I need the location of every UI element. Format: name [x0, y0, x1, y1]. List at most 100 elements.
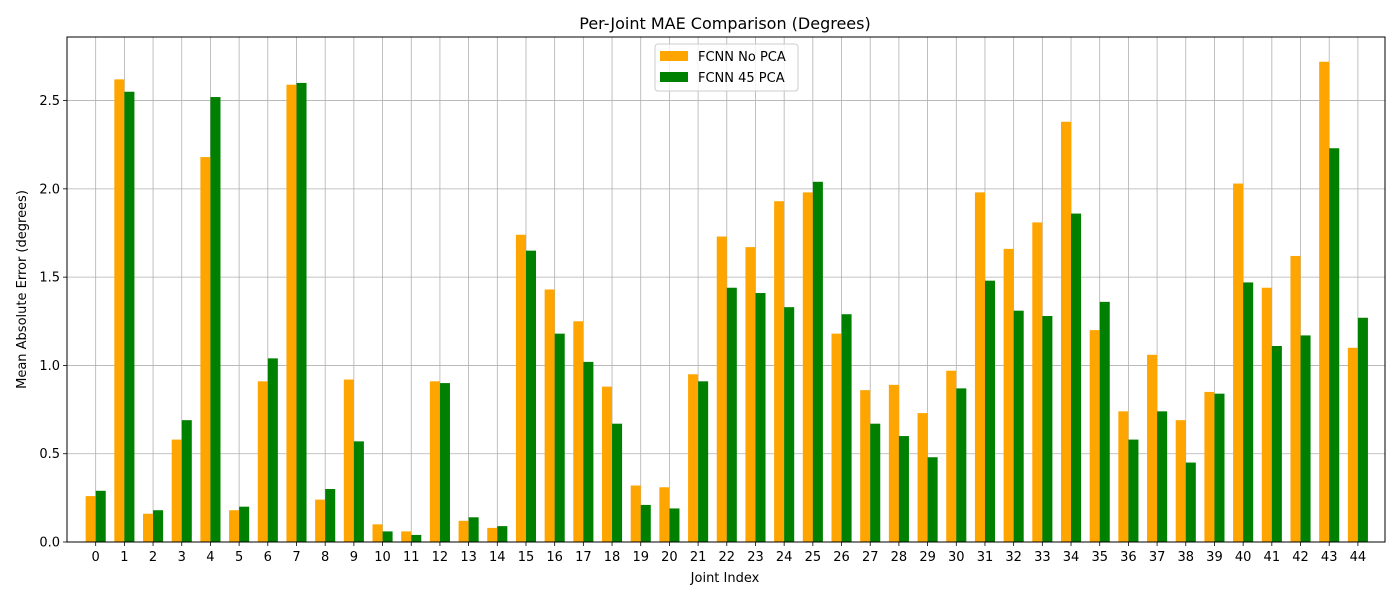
x-tick-label: 14	[489, 550, 506, 565]
x-tick-label: 39	[1206, 550, 1223, 565]
bar-fcnn-45-pca-joint-29	[927, 457, 938, 542]
bar-fcnn-45-pca-joint-42	[1300, 335, 1311, 542]
bar-fcnn-no-pca-joint-4	[200, 157, 211, 542]
bar-fcnn-no-pca-joint-20	[659, 487, 670, 542]
x-tick-label: 25	[805, 550, 822, 565]
x-tick-label: 0	[92, 550, 100, 565]
bar-fcnn-no-pca-joint-0	[85, 496, 96, 542]
x-tick-label: 24	[776, 550, 793, 565]
x-tick-label: 43	[1321, 550, 1338, 565]
bar-fcnn-no-pca-joint-2	[143, 513, 154, 542]
x-tick-label: 42	[1292, 550, 1309, 565]
x-tick-label: 34	[1063, 550, 1080, 565]
bar-fcnn-45-pca-joint-33	[1042, 315, 1053, 542]
y-tick-label: 1.5	[39, 271, 60, 286]
bar-fcnn-45-pca-joint-4	[210, 97, 221, 542]
bar-fcnn-45-pca-joint-22	[726, 287, 737, 542]
y-tick-label: 2.0	[39, 182, 60, 197]
bar-fcnn-45-pca-joint-41	[1271, 346, 1282, 542]
bar-fcnn-45-pca-joint-19	[640, 504, 651, 542]
bar-fcnn-no-pca-joint-12	[429, 381, 440, 542]
bar-fcnn-no-pca-joint-31	[974, 192, 985, 542]
bar-fcnn-no-pca-joint-29	[917, 413, 928, 542]
x-tick-label: 1	[120, 550, 128, 565]
bar-fcnn-no-pca-joint-37	[1147, 354, 1158, 542]
bar-fcnn-45-pca-joint-36	[1128, 439, 1139, 542]
x-tick-label: 21	[690, 550, 707, 565]
bar-fcnn-no-pca-joint-14	[487, 527, 498, 542]
bar-fcnn-no-pca-joint-38	[1175, 420, 1186, 542]
bar-fcnn-no-pca-joint-28	[888, 384, 899, 542]
bar-fcnn-no-pca-joint-5	[229, 510, 240, 542]
bar-fcnn-45-pca-joint-0	[95, 490, 106, 542]
x-tick-label: 16	[546, 550, 563, 565]
x-tick-label: 35	[1091, 550, 1108, 565]
bar-fcnn-45-pca-joint-27	[870, 423, 881, 542]
y-axis: 0.0 0.5 1.0 1.5 2.0 2.5	[39, 94, 67, 551]
bar-fcnn-no-pca-joint-6	[257, 381, 268, 542]
bar-fcnn-45-pca-joint-13	[468, 517, 479, 542]
legend-label-fcnn-no-pca: FCNN No PCA	[698, 50, 786, 65]
bar-fcnn-45-pca-joint-18	[612, 423, 623, 542]
bar-fcnn-45-pca-joint-23	[755, 293, 766, 542]
bar-fcnn-45-pca-joint-17	[583, 361, 594, 542]
bar-fcnn-no-pca-joint-8	[315, 499, 326, 542]
bar-fcnn-no-pca-joint-3	[171, 439, 182, 542]
legend-label-fcnn-45-pca: FCNN 45 PCA	[698, 71, 785, 86]
x-tick-label: 23	[747, 550, 764, 565]
x-tick-label: 18	[604, 550, 621, 565]
x-tick-label: 33	[1034, 550, 1051, 565]
legend-swatch-fcnn-45-pca	[660, 72, 688, 82]
bars-layer	[85, 61, 1368, 543]
bar-fcnn-no-pca-joint-34	[1060, 121, 1072, 542]
x-tick-label: 29	[919, 550, 936, 565]
bar-fcnn-45-pca-joint-9	[353, 441, 364, 542]
bar-fcnn-no-pca-joint-9	[343, 379, 354, 542]
bar-fcnn-no-pca-joint-7	[286, 84, 297, 542]
bar-fcnn-no-pca-joint-43	[1319, 61, 1330, 543]
bar-fcnn-45-pca-joint-35	[1099, 301, 1110, 542]
x-tick-label: 36	[1120, 550, 1137, 565]
x-tick-label: 8	[321, 550, 329, 565]
x-tick-label: 28	[891, 550, 908, 565]
x-tick-label: 41	[1264, 550, 1281, 565]
y-axis-label: Mean Absolute Error (degrees)	[15, 190, 30, 389]
bar-fcnn-no-pca-joint-36	[1118, 411, 1129, 542]
bar-fcnn-no-pca-joint-27	[860, 390, 871, 542]
bar-fcnn-no-pca-joint-1	[114, 79, 125, 542]
bar-fcnn-45-pca-joint-12	[439, 383, 450, 542]
bar-fcnn-45-pca-joint-40	[1243, 282, 1254, 542]
x-tick-label: 5	[235, 550, 243, 565]
x-tick-label: 30	[948, 550, 965, 565]
x-tick-label: 17	[575, 550, 592, 565]
bar-fcnn-45-pca-joint-10	[382, 531, 393, 542]
bar-fcnn-no-pca-joint-41	[1261, 287, 1272, 542]
x-tick-label: 27	[862, 550, 879, 565]
bar-fcnn-45-pca-joint-39	[1214, 393, 1225, 542]
chart-title: Per-Joint MAE Comparison (Degrees)	[579, 14, 870, 33]
x-tick-label: 19	[632, 550, 649, 565]
y-tick-label: 0.0	[39, 536, 60, 551]
bar-fcnn-45-pca-joint-37	[1157, 411, 1168, 542]
bar-fcnn-45-pca-joint-1	[124, 91, 135, 542]
bar-fcnn-no-pca-joint-26	[831, 333, 842, 542]
x-tick-label: 40	[1235, 550, 1252, 565]
bar-fcnn-45-pca-joint-7	[296, 82, 307, 542]
x-tick-label: 32	[1005, 550, 1022, 565]
bar-fcnn-45-pca-joint-26	[841, 314, 852, 542]
x-tick-label: 11	[403, 550, 420, 565]
bar-fcnn-45-pca-joint-24	[784, 307, 795, 542]
x-tick-label: 44	[1350, 550, 1367, 565]
x-tick-label: 20	[661, 550, 678, 565]
bar-fcnn-45-pca-joint-3	[181, 420, 192, 542]
bar-fcnn-45-pca-joint-14	[497, 526, 508, 542]
bar-fcnn-no-pca-joint-19	[630, 485, 641, 542]
legend-swatch-fcnn-no-pca	[660, 51, 688, 61]
x-axis-label: Joint Index	[690, 571, 760, 586]
bar-fcnn-45-pca-joint-34	[1071, 213, 1082, 542]
bar-fcnn-45-pca-joint-16	[554, 333, 565, 542]
x-tick-label: 9	[350, 550, 358, 565]
bar-fcnn-no-pca-joint-35	[1089, 330, 1100, 542]
x-tick-label: 13	[460, 550, 477, 565]
